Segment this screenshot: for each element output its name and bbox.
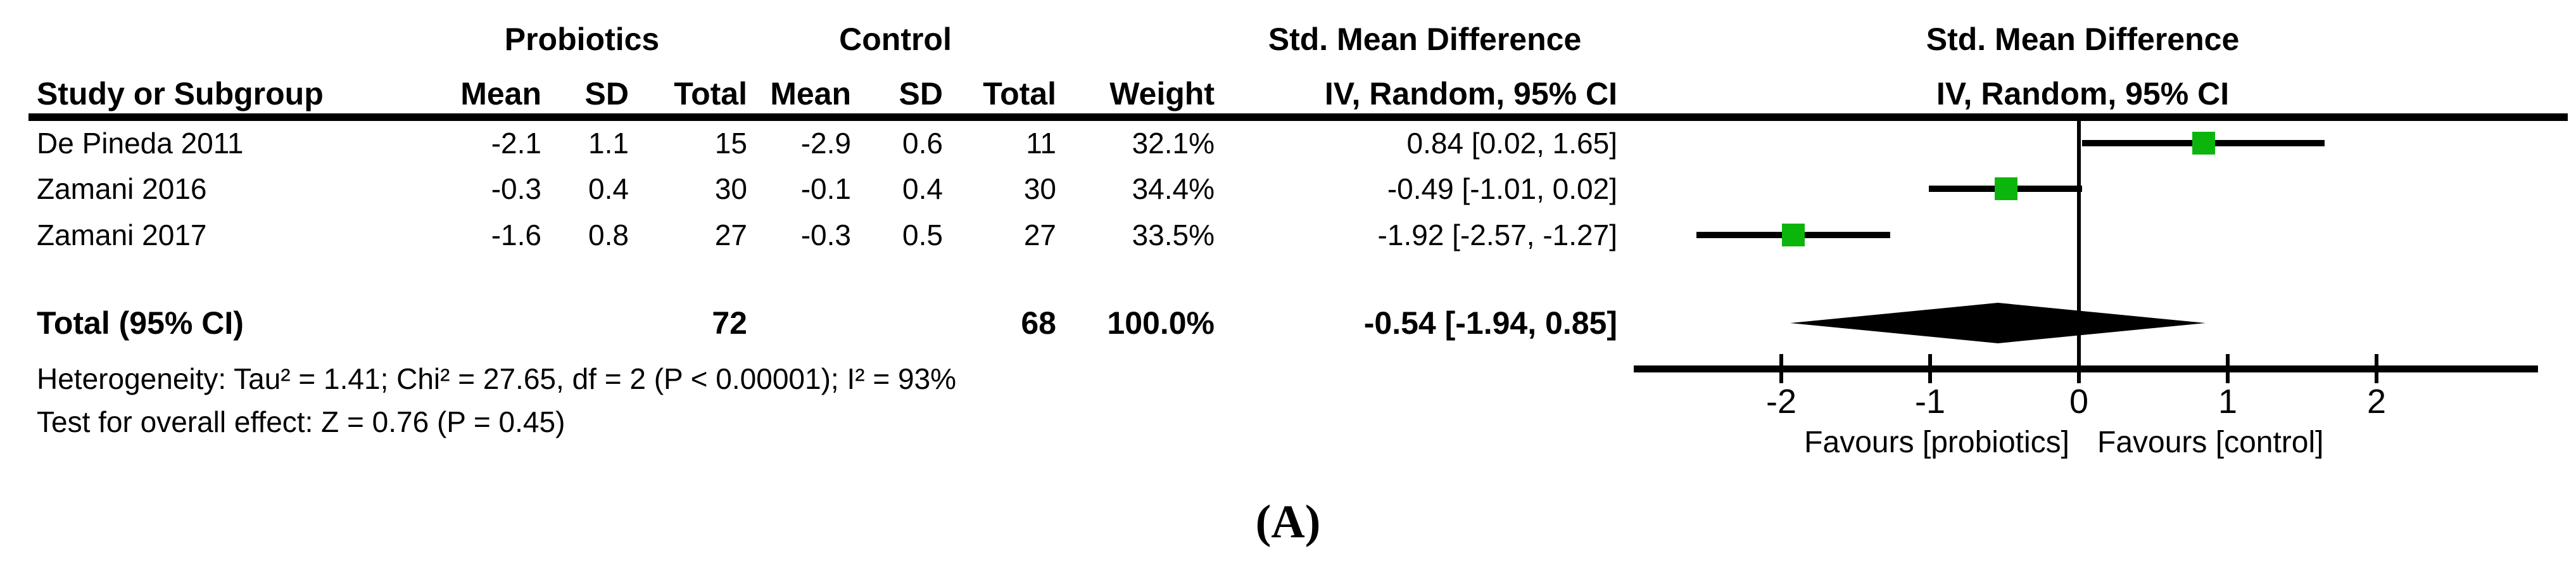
control-sd-cell: 0.6 xyxy=(902,127,943,160)
control-sd-cell: 0.5 xyxy=(902,219,943,251)
pooled-effect-diamond xyxy=(1790,303,2206,343)
axis-tick xyxy=(2375,354,2378,383)
probiotics-group-header: Probiotics xyxy=(504,22,660,57)
column-header-row: Study or Subgroup Mean SD Total Mean SD … xyxy=(0,76,2576,111)
control-mean-header: Mean xyxy=(770,76,851,111)
axis-tick xyxy=(2077,354,2081,383)
total-row: Total (95% CI) 72 68 100.0% -0.54 [-1.94… xyxy=(0,305,2576,341)
probiotics-sd-cell: 1.1 xyxy=(588,127,629,160)
axis-tick-label: -2 xyxy=(1766,383,1796,421)
smd-plot-header: Std. Mean Difference xyxy=(1926,22,2240,57)
probiotics-mean-cell: -0.3 xyxy=(491,172,541,205)
iv-random-table-header: IV, Random, 95% CI xyxy=(1324,76,1617,111)
smd-ci-cell: 0.84 [0.02, 1.65] xyxy=(1406,127,1618,160)
table-row: Zamani 2016 -0.3 0.4 30 -0.1 0.4 30 34.4… xyxy=(0,171,2576,206)
axis-tick-label: -1 xyxy=(1915,383,1945,421)
smd-ci-cell: -1.92 [-2.57, -1.27] xyxy=(1377,219,1617,251)
probiotics-total-cell: 27 xyxy=(714,219,747,251)
zero-effect-line xyxy=(2077,121,2081,369)
effect-square xyxy=(1995,177,2017,200)
axis-tick xyxy=(1928,354,1932,383)
group-header-row: Probiotics Control Std. Mean Difference … xyxy=(0,22,2576,57)
smd-ci-cell: -0.49 [-1.01, 0.02] xyxy=(1387,172,1617,205)
study-marker-group xyxy=(1696,224,1890,246)
favours-left-label: Favours [probiotics] xyxy=(1804,426,2069,459)
total-smd-ci: -0.54 [-1.94, 0.85] xyxy=(1363,305,1617,341)
probiotics-sd-header: SD xyxy=(584,76,629,111)
favours-right-label: Favours [control] xyxy=(2097,426,2323,459)
panel-caption: (A) xyxy=(1255,496,1321,548)
smd-table-header: Std. Mean Difference xyxy=(1268,22,1582,57)
probiotics-mean-header: Mean xyxy=(460,76,541,111)
control-total-cell: 27 xyxy=(1023,219,1056,251)
axis-tick-label: 0 xyxy=(2069,383,2088,421)
control-mean-cell: -0.1 xyxy=(800,172,851,205)
probiotics-mean-cell: -2.1 xyxy=(491,127,541,160)
study-name: Zamani 2016 xyxy=(37,172,207,205)
overall-effect-stats: Test for overall effect: Z = 0.76 (P = 0… xyxy=(37,405,565,438)
x-axis-line xyxy=(1634,365,2538,372)
control-total-cell: 11 xyxy=(1026,127,1056,160)
study-name: Zamani 2017 xyxy=(37,219,207,251)
weight-column-header: Weight xyxy=(1109,76,1215,111)
effect-square xyxy=(1782,224,1805,246)
table-row: De Pineda 2011 -2.1 1.1 15 -2.9 0.6 11 3… xyxy=(0,125,2576,161)
probiotics-total-cell: 30 xyxy=(714,172,747,205)
control-sd-header: SD xyxy=(899,76,943,111)
iv-random-plot-header: IV, Random, 95% CI xyxy=(1936,76,2230,111)
probiotics-sd-cell: 0.8 xyxy=(588,219,629,251)
axis-tick-label: 1 xyxy=(2218,383,2237,421)
probiotics-total-header: Total xyxy=(674,76,747,111)
axis-tick xyxy=(2226,354,2230,383)
control-total-header: Total xyxy=(983,76,1056,111)
axis-tick xyxy=(1779,354,1783,383)
study-marker-group xyxy=(1929,177,2082,200)
weight-cell: 32.1% xyxy=(1132,127,1215,160)
control-grand-total: 68 xyxy=(1021,305,1056,341)
control-total-cell: 30 xyxy=(1023,172,1056,205)
control-mean-cell: -0.3 xyxy=(800,219,851,251)
probiotics-grand-total: 72 xyxy=(712,305,747,341)
control-sd-cell: 0.4 xyxy=(902,172,943,205)
study-column-header: Study or Subgroup xyxy=(37,76,324,111)
total-label: Total (95% CI) xyxy=(37,305,244,341)
total-weight: 100.0% xyxy=(1107,305,1215,341)
header-separator-rule xyxy=(28,113,2568,121)
table-row: Zamani 2017 -1.6 0.8 27 -0.3 0.5 27 33.5… xyxy=(0,217,2576,253)
axis-tick-label: 2 xyxy=(2367,383,2386,421)
control-mean-cell: -2.9 xyxy=(800,127,851,160)
weight-cell: 34.4% xyxy=(1132,172,1215,205)
weight-cell: 33.5% xyxy=(1132,219,1215,251)
effect-square xyxy=(2192,132,2215,155)
heterogeneity-stats: Heterogeneity: Tau² = 1.41; Chi² = 27.65… xyxy=(37,362,957,395)
study-marker-group xyxy=(2082,132,2325,155)
probiotics-mean-cell: -1.6 xyxy=(491,219,541,251)
probiotics-total-cell: 15 xyxy=(714,127,747,160)
control-group-header: Control xyxy=(839,22,952,57)
study-name: De Pineda 2011 xyxy=(37,127,244,160)
probiotics-sd-cell: 0.4 xyxy=(588,172,629,205)
